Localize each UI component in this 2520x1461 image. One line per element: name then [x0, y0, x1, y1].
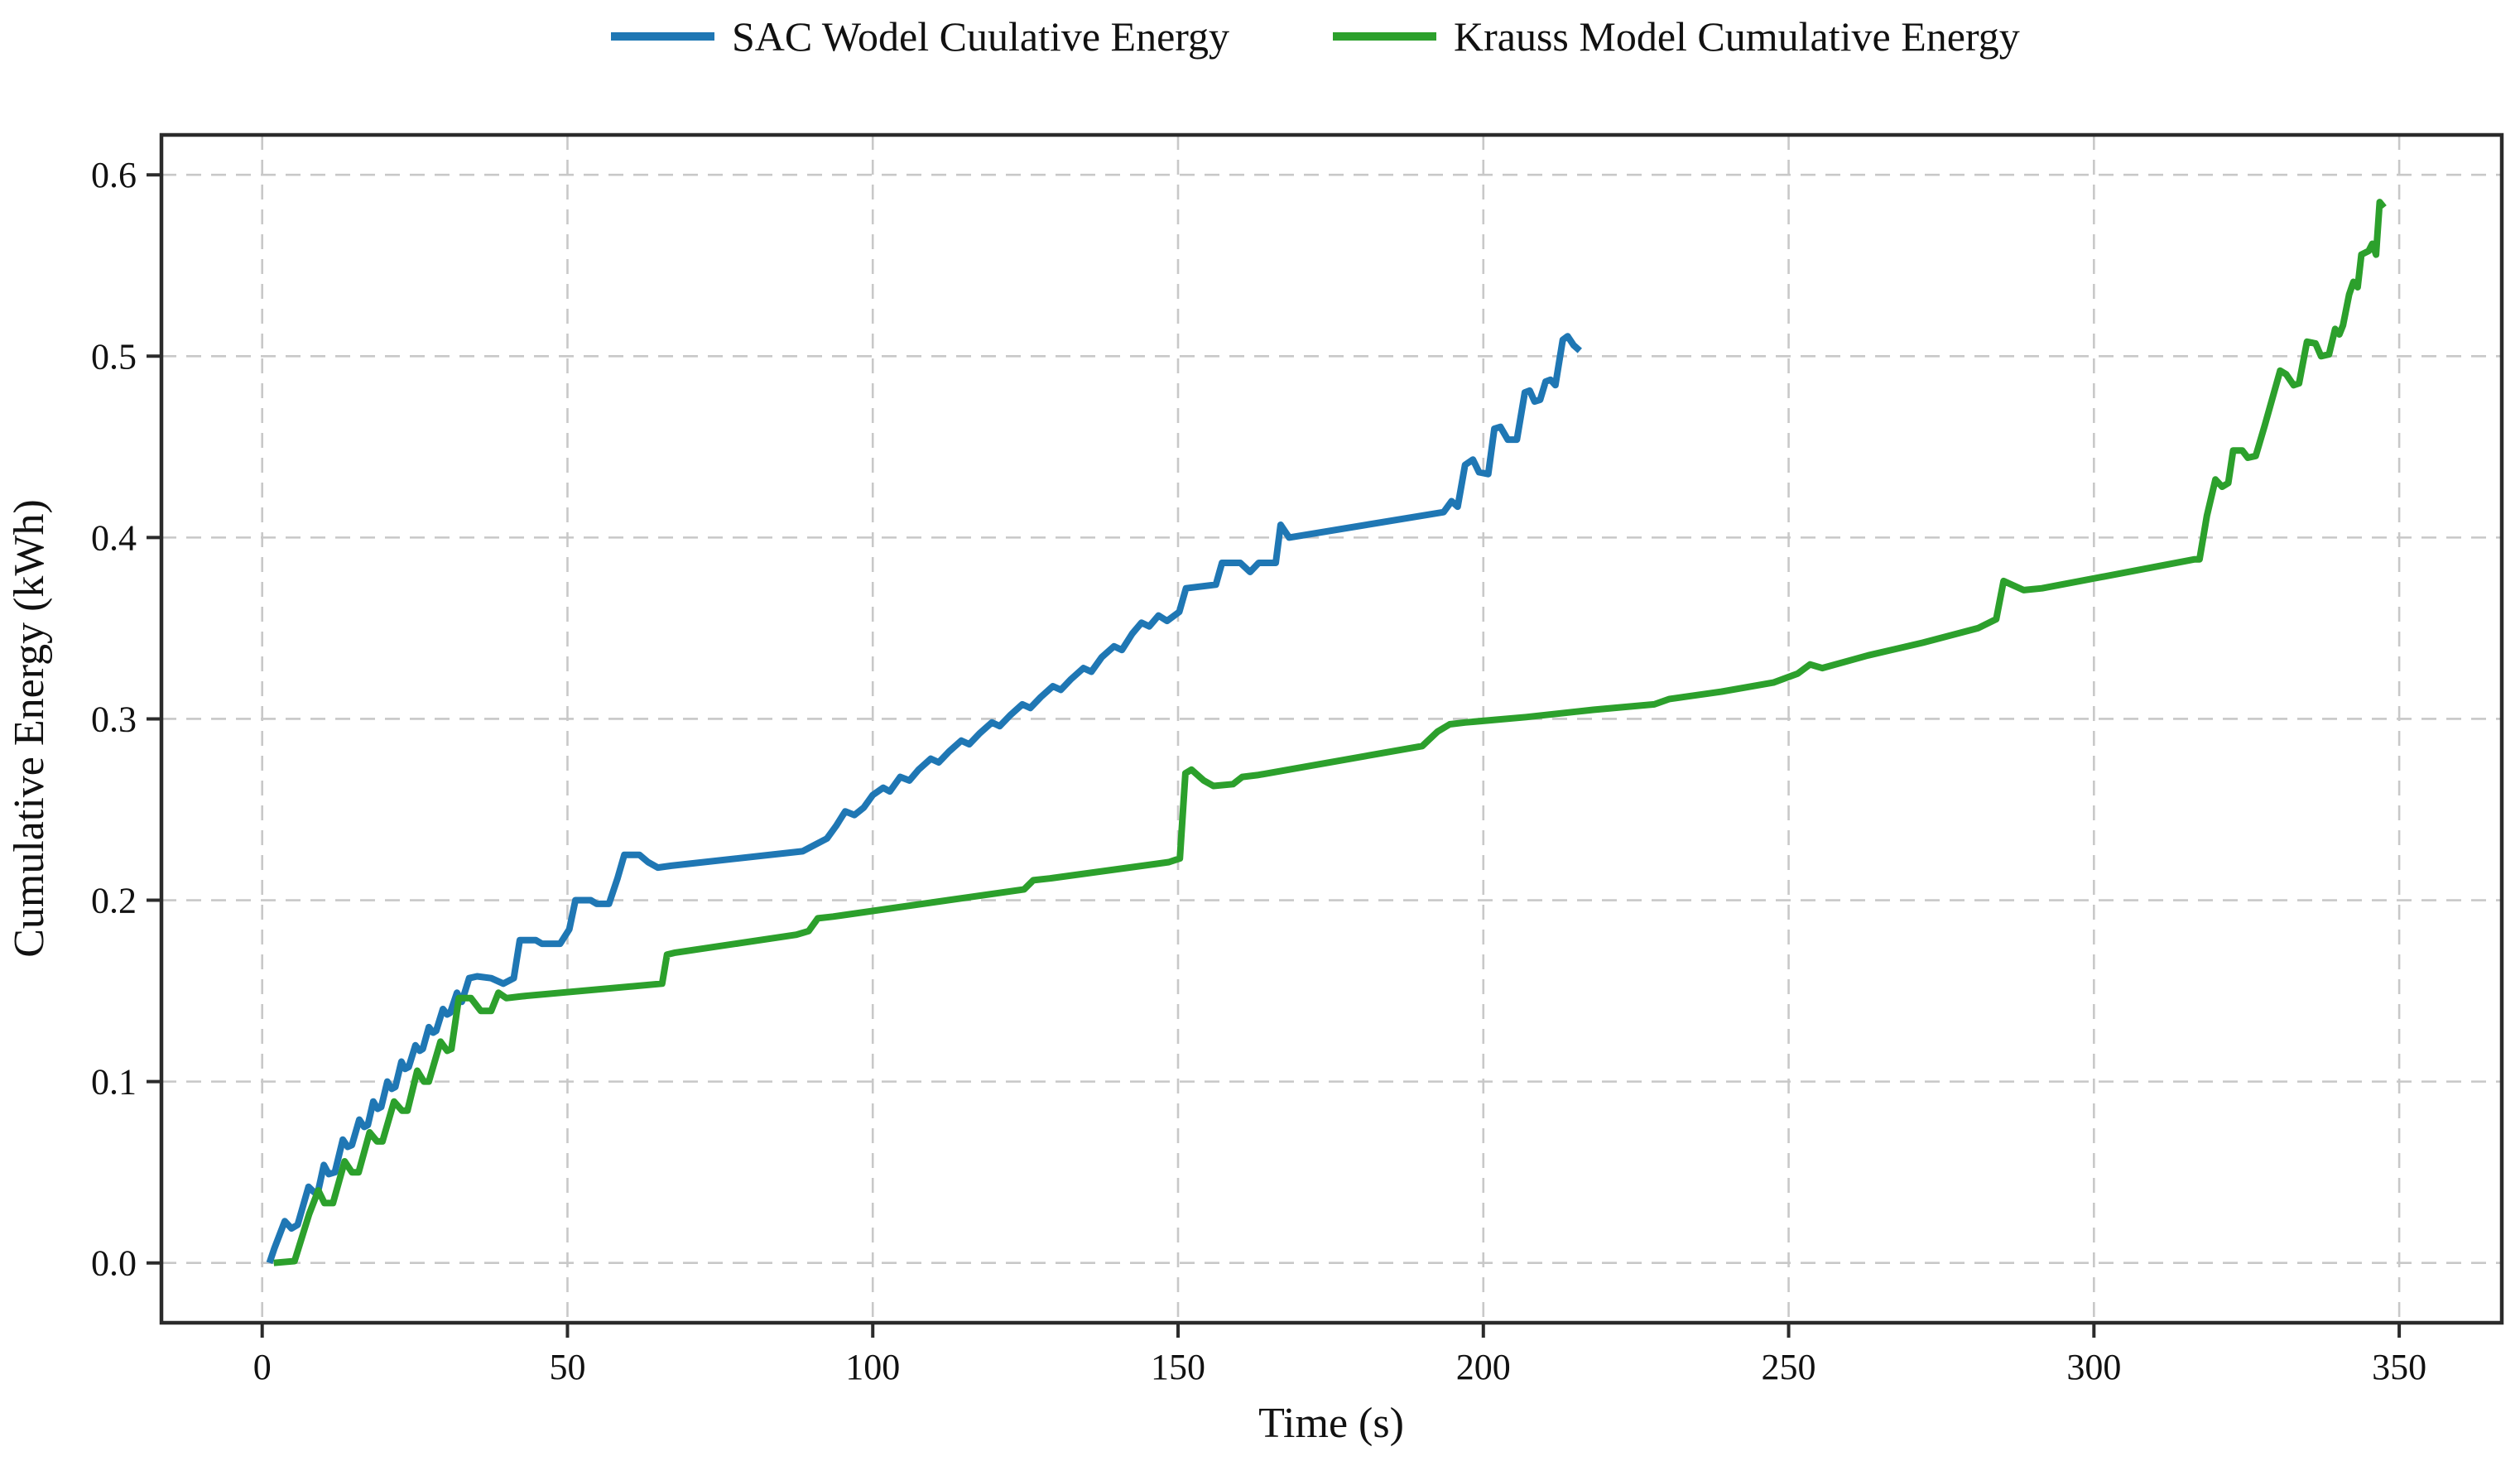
x-tick-label: 100: [845, 1347, 900, 1387]
axis-ticks: 0 50 100 150 200 250 300 350 0.0 0.1 0.2 0.3 0.4 0.5 0…: [91, 155, 2426, 1387]
series-line-sac: [266, 333, 1582, 1264]
legend-item-krauss: Krauss Model Cumulative Energy: [1333, 13, 2020, 60]
legend-item-sac: SAC Wodel Cuulative Energy: [611, 13, 1229, 60]
gridlines: [161, 135, 2502, 1323]
y-tick-label: 0.0: [91, 1243, 137, 1284]
x-tick-label: 200: [1456, 1347, 1511, 1387]
x-tick-label: 50: [549, 1347, 585, 1387]
legend-label-krauss: Krauss Model Cumulative Energy: [1454, 13, 2020, 60]
plot-border: [159, 132, 2504, 1325]
y-tick-label: 0.5: [91, 336, 137, 377]
y-tick-label: 0.4: [91, 517, 137, 558]
y-tick-label: 0.2: [91, 881, 137, 921]
x-tick-label: 300: [2066, 1347, 2121, 1387]
y-tick-label: 0.3: [91, 699, 137, 739]
x-axis-title: Time (s): [1258, 1400, 1404, 1447]
x-tick-label: 0: [253, 1347, 272, 1387]
series-line-krauss: [273, 199, 2387, 1266]
series-lines: [266, 199, 2387, 1266]
y-axis-title: Cumulative Energy (kWh): [6, 499, 53, 958]
y-tick-label: 0.1: [91, 1062, 137, 1103]
x-tick-label: 350: [2372, 1347, 2426, 1387]
x-tick-label: 150: [1151, 1347, 1205, 1387]
x-tick-label: 250: [1762, 1347, 1816, 1387]
y-tick-label: 0.6: [91, 155, 137, 195]
legend-label-sac: SAC Wodel Cuulative Energy: [732, 13, 1229, 60]
legend: SAC Wodel Cuulative Energy Krauss Model …: [611, 13, 2020, 60]
